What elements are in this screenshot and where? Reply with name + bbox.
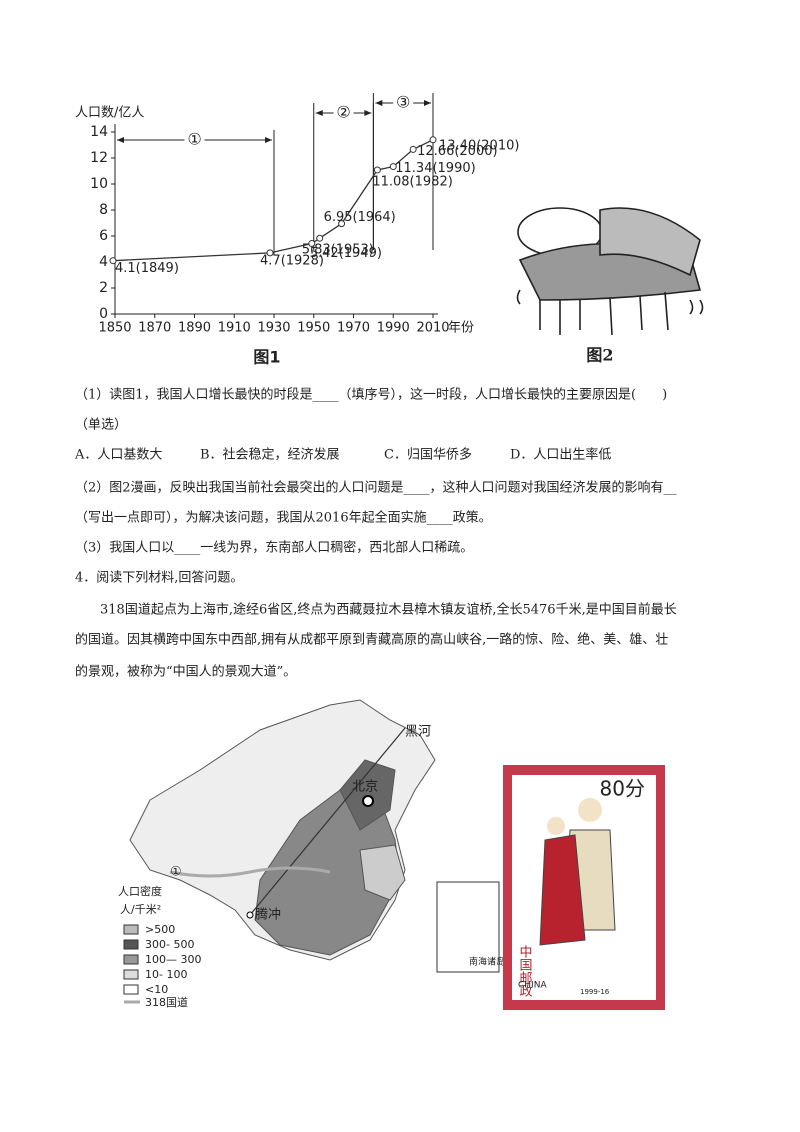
stamp: 80分 中国邮政 CHINA 1999-16 [503,765,665,1010]
point [338,220,346,228]
note: （单选） [75,418,127,433]
question: （1）读图1，我国人口增长最快的时段是____（填序号），这一时段，人口增长最快… [75,387,667,403]
stamp-value: 80分 [600,777,645,801]
value-label: 6.95(1964) [324,210,396,225]
place: 腾冲 [255,907,281,923]
inset-label: 南海诸岛 [469,956,505,968]
question-title: 4．阅读下列材料,回答问题。 [75,570,243,586]
option: C．归国华侨多 [384,447,472,463]
value-label: 5.83(1953) [302,243,374,258]
place: 黑河 [405,725,431,740]
questions: （1）读图1，我国人口增长最快的时段是____（填序号），这一时段，人口增长最快… [74,387,677,680]
value-label: 4.7(1928) [260,253,324,268]
annotation-label: ② [336,103,350,122]
legend-entry: 100— 300 [145,953,202,966]
y-tick-label: 2 [99,280,108,296]
point [389,163,397,171]
value-label: 12.66(2000) [417,144,497,159]
x-tick-label: 1910 [218,321,251,336]
x-tick-label: 1950 [297,321,330,336]
place: 北京 [352,780,378,795]
material: 318国道起点为上海市,途经6省区,终点为西藏聂拉木县樟木镇友谊桥,全长5476… [100,602,677,618]
material: 的景观，被称为“中国人的景观大道”。 [75,664,296,680]
point [266,249,274,257]
y-tick-label: 8 [99,202,108,218]
x-tick-label: 2010 [416,321,449,336]
caption: 图2 [586,346,613,365]
x-tick-label: 1970 [337,321,370,336]
annotation-bg [184,131,205,149]
stamp-country-en: CHINA [518,981,547,991]
y-tick-label: 4 [99,254,108,270]
stamp-code: 1999-16 [580,988,610,996]
option: B．社会稳定，经济发展 [200,447,340,463]
y-tick-label: 6 [99,228,108,244]
point [316,234,324,242]
line [112,139,434,262]
y-tick-label: 12 [90,150,108,166]
value-label: 11.34(1990) [395,161,475,176]
x-tick-label: 1850 [98,321,131,336]
annotation-bg [393,94,414,112]
legend-entry: 10- 100 [145,968,187,981]
material: 的国道。因其横跨中国东中西部,拥有从成都平原到青藏高原的高山峡谷,一路的惊、险、… [75,632,668,648]
question: （2）图2漫画，反映出我国当前社会最突出的人口问题是____，这种人口问题对我国… [75,480,677,496]
question: （3）我国人口以____一线为界，东南部人口稠密，西北部人口稀疏。 [75,540,473,556]
y-tick-label: 10 [90,176,108,192]
value-label: 13.40(2010) [439,138,519,153]
x-tick-label: 1930 [257,321,290,336]
stamp-country: 中国邮政 [517,945,533,997]
point [109,257,117,265]
point [373,166,381,174]
legend-entry: 318国道 [145,995,188,1009]
legend-entry: <10 [145,983,168,996]
inset [436,881,500,973]
value-label: 11.08(1982) [372,174,452,189]
y-axis-label: 人口数/亿人 [75,106,144,121]
annotation-bg [333,104,354,122]
value-label: 5.42(1949) [310,246,382,261]
figure-2: 图2 [516,207,704,365]
value-label: 4.1(1849) [115,261,179,276]
legend-unit: 人/千米² [120,903,161,916]
legend-entry: >500 [145,923,175,936]
caption: 图1 [253,348,280,367]
point [429,136,437,144]
map: 黑河 北京 腾冲 ① 南海诸岛 人口密度 人/千米² >500 300- 500… [118,699,505,1009]
point [308,240,316,248]
x-axis-label: 年份 [448,321,474,336]
legend-entry: 300- 500 [145,938,194,951]
question: （写出一点即可），为解决该问题，我国从2016年起全面实施____政策。 [75,510,492,526]
marker: ① [170,865,182,880]
x-tick-label: 1990 [377,321,410,336]
legend-title: 人口密度 [118,884,162,898]
x-tick-label: 1890 [178,321,211,336]
x-tick-label: 1870 [138,321,171,336]
annotation-label: ① [187,130,201,149]
y-tick-label: 14 [90,124,108,140]
cartoon [516,207,704,336]
annotation-label: ③ [396,93,410,112]
point [409,145,417,153]
option: D．人口出生率低 [510,447,611,463]
figure-1: 人口数/亿人 图1 0 2 4 6 8 10 12 14 1850 1870 1890 1910 193… [75,93,519,367]
y-tick-label: 0 [99,306,108,322]
option: A．人口基数大 [74,448,162,463]
